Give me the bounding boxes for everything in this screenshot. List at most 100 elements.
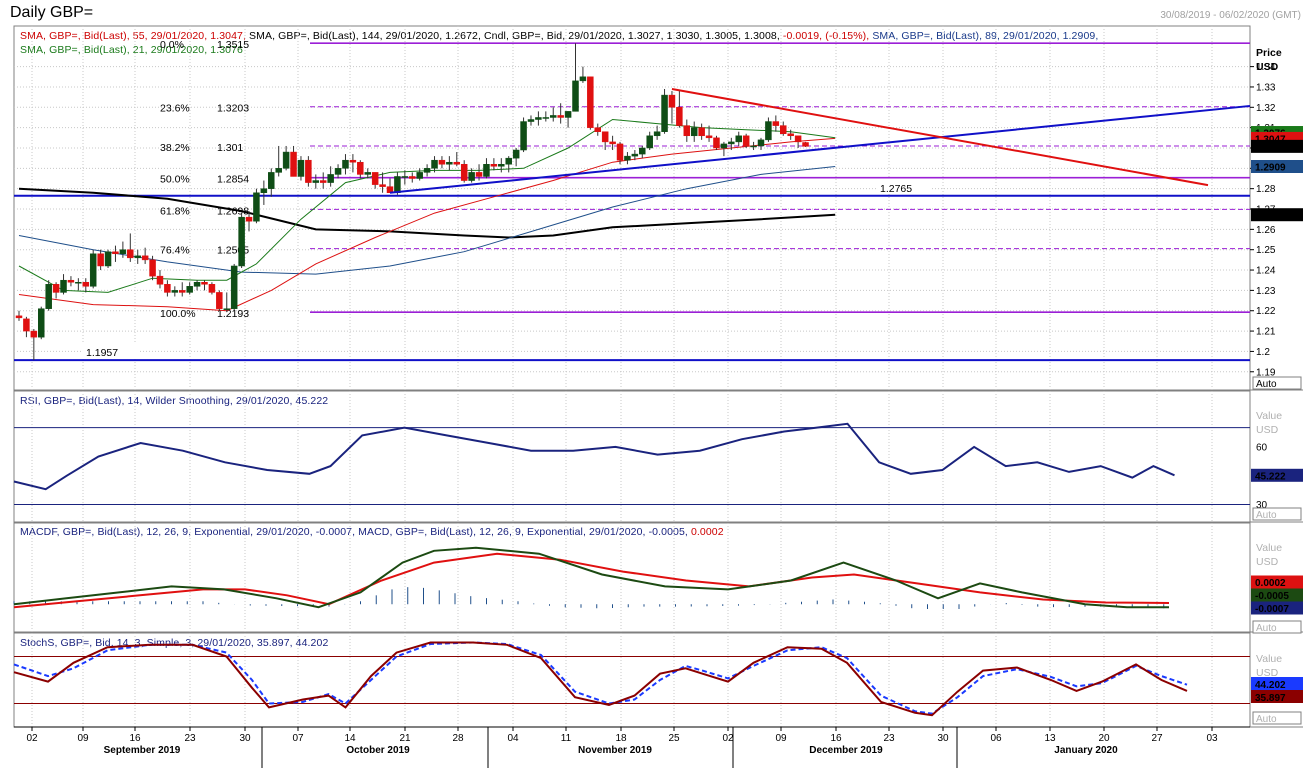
macd-axis-unit: USD bbox=[1256, 556, 1279, 568]
candle-down bbox=[683, 125, 691, 137]
fib-pct-label: 23.6% bbox=[160, 103, 190, 115]
x-tick-label: 04 bbox=[507, 733, 519, 744]
candle-up bbox=[572, 80, 579, 112]
candle-down bbox=[164, 284, 171, 293]
candle-down bbox=[30, 330, 38, 338]
candle-down bbox=[67, 279, 75, 283]
candle-up bbox=[297, 159, 305, 177]
date-range: 30/08/2019 - 06/02/2020 (GMT) bbox=[1160, 10, 1301, 21]
candle-down bbox=[349, 159, 357, 163]
candle-down bbox=[305, 159, 312, 183]
candle-up bbox=[750, 145, 757, 148]
candle-down bbox=[127, 249, 134, 259]
price-tick-label: 1.32 bbox=[1256, 103, 1276, 114]
x-tick-label: 09 bbox=[775, 733, 787, 744]
candle-up bbox=[735, 135, 742, 143]
price-tick-label: 1.34 bbox=[1256, 62, 1276, 73]
candle-up bbox=[253, 192, 260, 222]
macd-badge-label: -0.0007 bbox=[1255, 604, 1289, 615]
candle-up bbox=[134, 255, 141, 259]
chart-title: Daily GBP= bbox=[10, 4, 94, 21]
candle-up bbox=[542, 117, 550, 119]
fib-value-label: 1.2854 bbox=[217, 174, 249, 186]
candle-down bbox=[698, 127, 705, 137]
rsi-legend: RSI, GBP=, Bid(Last), 14, Wilder Smoothi… bbox=[20, 395, 328, 407]
macd-badge-label: 0.0002 bbox=[1255, 578, 1286, 589]
candle-down bbox=[475, 172, 483, 177]
rsi-pane-frame bbox=[13, 390, 1251, 523]
candle-up bbox=[512, 149, 520, 159]
x-tick-label: 27 bbox=[1151, 733, 1163, 744]
price-tick-label: 1.26 bbox=[1256, 225, 1276, 236]
candle-up bbox=[38, 308, 45, 338]
price-legend-part: SMA, GBP=, Bid(Last), 21, 29/01/2020, 1.… bbox=[20, 44, 243, 56]
price-axis-unit: USD bbox=[1256, 61, 1279, 73]
support-label-bg bbox=[82, 343, 138, 359]
macd-legend-part: MACD, GBP=, Bid(Last), 12, 26, 9, Expone… bbox=[358, 526, 691, 538]
candle-down bbox=[609, 141, 616, 145]
candle-up bbox=[728, 141, 735, 145]
candle-up bbox=[45, 284, 52, 309]
macd-auto-button-frame bbox=[1252, 620, 1302, 634]
candle-down bbox=[594, 127, 602, 132]
candle-up bbox=[646, 135, 653, 149]
fib-pct-label: 100.0% bbox=[160, 308, 196, 320]
macd-axis-title: Value bbox=[1256, 542, 1282, 554]
candle-down bbox=[52, 284, 60, 293]
rsi-tick-label: 30 bbox=[1256, 500, 1268, 511]
candle-up bbox=[312, 180, 320, 183]
candle-up bbox=[639, 147, 646, 155]
candle-up bbox=[579, 76, 587, 82]
rsi-auto-button-frame bbox=[1252, 507, 1302, 521]
price-tick-label: 1.21 bbox=[1256, 327, 1276, 338]
x-tick-label: 21 bbox=[399, 733, 411, 744]
candle-up bbox=[757, 139, 765, 147]
candle-up bbox=[535, 117, 542, 120]
price-tick-label: 1.28 bbox=[1256, 184, 1276, 195]
candle-down bbox=[97, 253, 104, 267]
sma55-line bbox=[18, 137, 836, 312]
rsi-legend-part: RSI, GBP=, Bid(Last), 14, Wilder Smoothi… bbox=[20, 395, 329, 407]
stoch-d-badge-label: 44.202 bbox=[1255, 680, 1286, 691]
price-legend-part: SMA, GBP=, Bid(Last), 89, 29/01/2020, 1.… bbox=[872, 30, 1099, 42]
candle-down bbox=[208, 284, 216, 293]
candle-up bbox=[394, 176, 401, 193]
candle-up bbox=[104, 251, 112, 267]
candle-up bbox=[119, 249, 127, 255]
x-tick-label: 06 bbox=[990, 733, 1002, 744]
price-badge bbox=[1251, 160, 1303, 174]
candle-up bbox=[653, 131, 661, 137]
candle-up bbox=[720, 143, 728, 149]
macd-badge bbox=[1251, 588, 1303, 602]
fib-pct-label: 38.2% bbox=[160, 142, 190, 154]
candle-up bbox=[260, 188, 268, 193]
stoch-auto-button: Auto bbox=[1256, 714, 1277, 725]
candle-down bbox=[780, 125, 787, 134]
x-tick-label: 16 bbox=[830, 733, 842, 744]
candle-down bbox=[379, 184, 386, 187]
candle-down bbox=[460, 164, 468, 181]
candle-down bbox=[616, 143, 624, 161]
month-label: December 2019 bbox=[809, 745, 883, 756]
rsi-tick-label: 60 bbox=[1256, 442, 1268, 453]
candle-up bbox=[275, 168, 282, 173]
x-tick-label: 14 bbox=[344, 733, 356, 744]
stoch-d-line bbox=[13, 641, 1188, 715]
candle-down bbox=[438, 159, 446, 165]
price-tick-label: 1.2 bbox=[1256, 347, 1270, 358]
candle-up bbox=[171, 290, 179, 293]
trendline-downtrend bbox=[671, 88, 1209, 187]
x-tick-label: 28 bbox=[452, 733, 464, 744]
candle-down bbox=[23, 318, 30, 332]
candle-up bbox=[520, 121, 527, 151]
stoch-legend: StochS, GBP=, Bid, 14, 3, Simple, 3, 29/… bbox=[20, 637, 328, 649]
x-tick-label: 03 bbox=[1206, 733, 1218, 744]
x-tick-label: 13 bbox=[1044, 733, 1056, 744]
stoch-k-line bbox=[13, 641, 1188, 717]
sma21-line bbox=[18, 118, 836, 293]
candle-up bbox=[624, 155, 631, 161]
candle-up bbox=[468, 172, 475, 181]
candle-up bbox=[661, 94, 668, 132]
candle-down bbox=[178, 290, 186, 293]
